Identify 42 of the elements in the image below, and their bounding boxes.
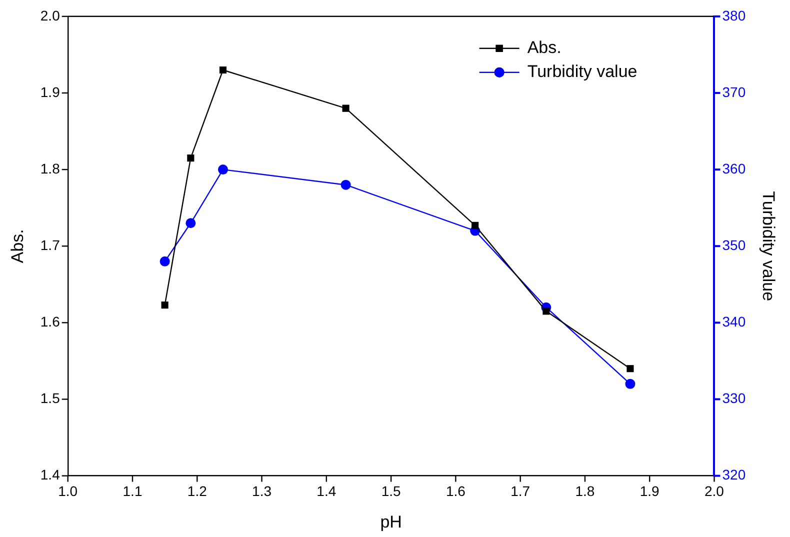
legend-label: Turbidity value [527,62,638,82]
y2-tick-label: 380 [722,7,746,24]
y2-tick-label: 370 [722,84,746,100]
y-tick-label: 1.6 [40,314,60,330]
legend-label: Abs. [527,38,562,58]
y-tick-label: 1.7 [40,236,60,253]
point [218,164,228,175]
point [187,154,194,162]
y-tick-label: 1.9 [40,84,60,100]
x-tick-label: 1.7 [510,483,530,500]
point [219,66,227,74]
x-tick-label: 1.6 [446,483,466,500]
point [472,222,479,229]
y2-axis-title: Turbidity value [759,191,778,302]
point [626,365,634,372]
y2-tick-label: 350 [722,236,746,253]
x-axis-title: pH [380,512,402,532]
y-axis-title: Abs. [8,229,27,264]
x-tick-label: 1.0 [58,483,78,500]
point [340,180,351,190]
y2-tick-label: 360 [722,160,746,176]
x-tick-label: 2.0 [704,483,724,500]
y-tick-label: 1.5 [40,390,60,406]
point [161,302,168,309]
y-tick-label: 1.4 [40,466,60,483]
x-tick-label: 1.3 [252,483,272,500]
point [542,308,550,315]
point [160,256,170,266]
x-tick-label: 1.9 [640,483,660,500]
x-tick-label: 1.8 [575,483,595,500]
y-tick-label: 1.8 [40,160,60,176]
y2-tick-label: 330 [722,390,746,406]
y2-tick-label: 340 [722,314,746,330]
x-tick-label: 1.4 [316,483,336,500]
x-tick-label: 1.1 [122,483,142,500]
point [625,378,636,389]
y-tick-label: 2.0 [40,7,60,24]
y2-tick-label: 320 [722,466,746,483]
point [186,218,196,228]
point [342,104,350,112]
x-tick-label: 1.2 [187,483,208,500]
x-tick-label: 1.5 [381,483,401,500]
